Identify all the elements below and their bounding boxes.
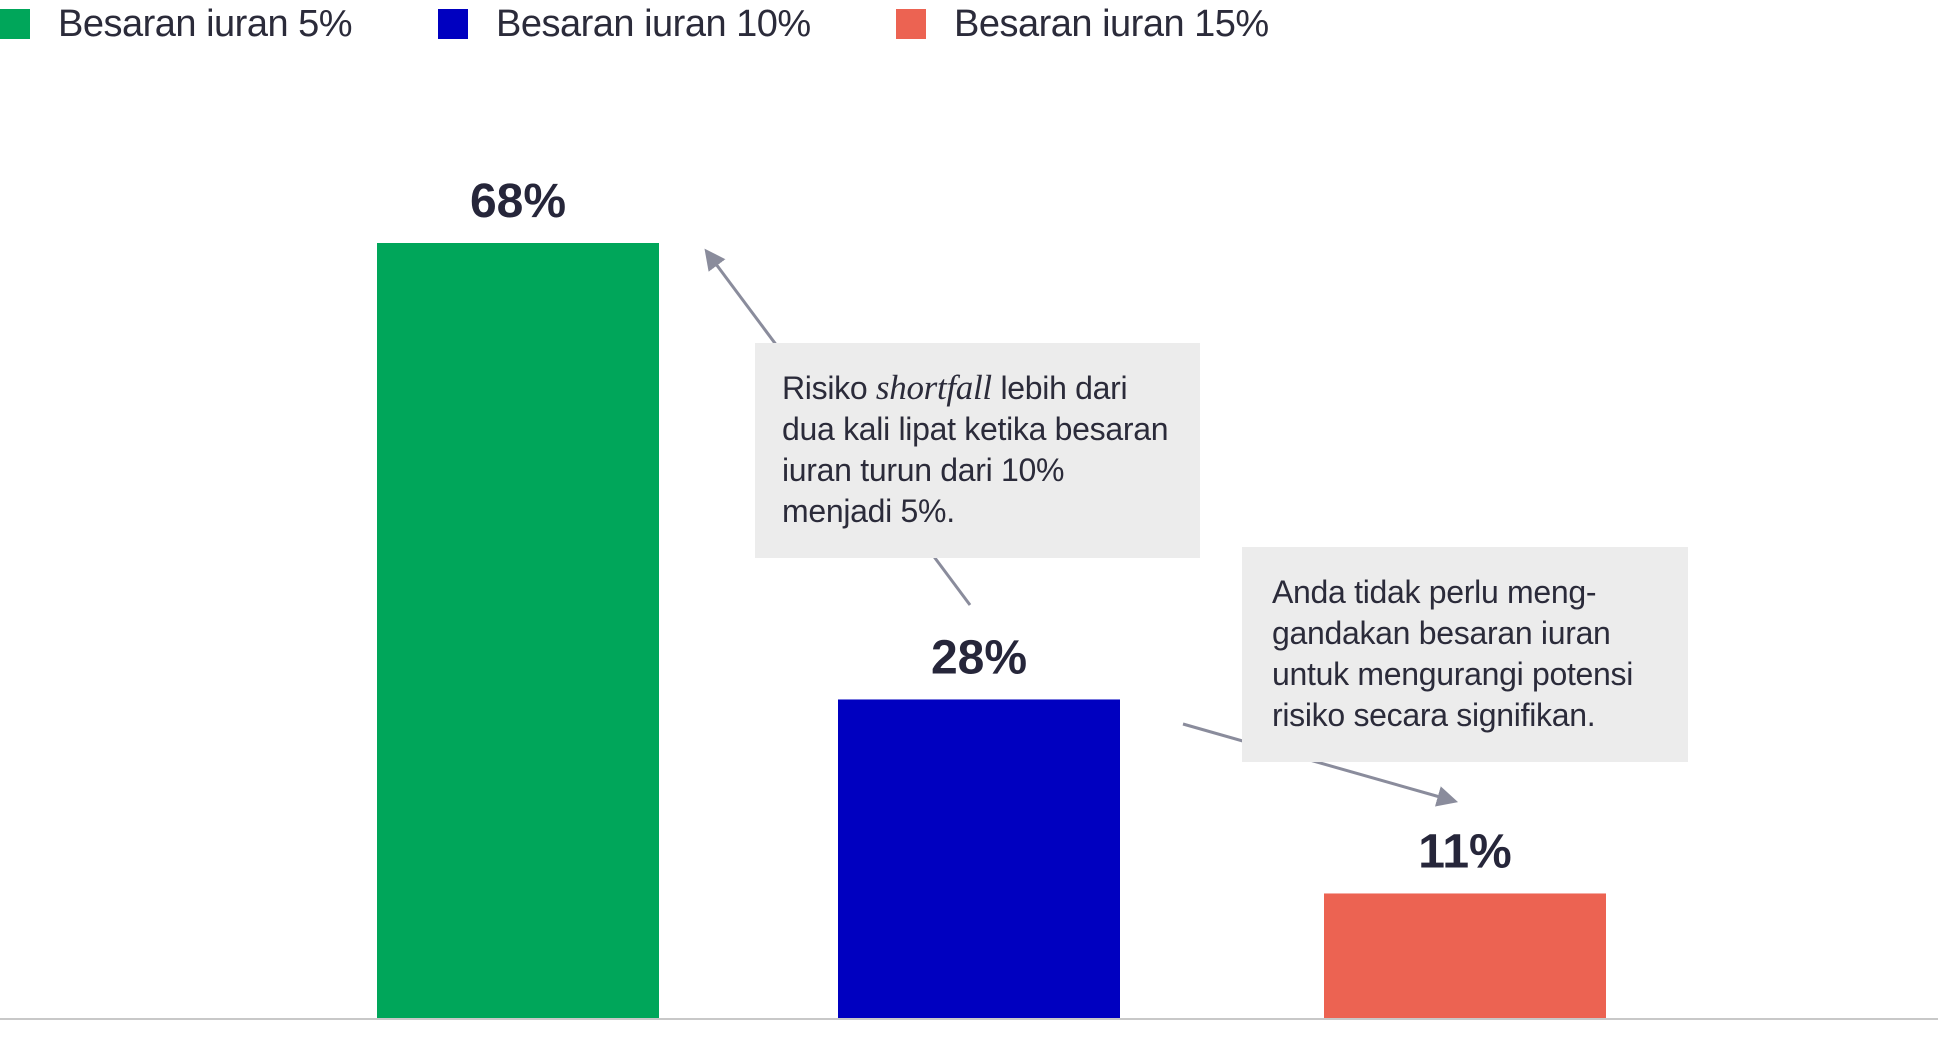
annotation-2-line-4: risiko secara signifikan.	[1272, 697, 1595, 733]
annotation-1-line-4: menjadi 5%.	[782, 493, 955, 529]
annotation-1-italic: shortfall	[876, 368, 992, 407]
bar-value-label-2: 28%	[931, 631, 1027, 684]
annotation-1-line-3: iuran turun dari 10%	[782, 452, 1064, 488]
bar-3	[1324, 893, 1606, 1019]
annotation-2-line-1: Anda tidak perlu meng-	[1272, 574, 1596, 610]
annotation-shortfall: Risiko shortfall lebih dari dua kali lip…	[755, 343, 1200, 558]
bar-value-label-3: 11%	[1418, 825, 1511, 878]
annotation-2-line-2: gandakan besaran iuran	[1272, 615, 1611, 651]
annotation-1-pre: Risiko	[782, 370, 876, 406]
bar-1	[377, 243, 659, 1019]
bar-value-label-1: 68%	[470, 175, 566, 228]
annotation-no-double: Anda tidak perlu meng- gandakan besaran …	[1242, 547, 1688, 762]
bar-2	[838, 699, 1120, 1019]
annotation-2-line-3: untuk mengurangi potensi	[1272, 656, 1633, 692]
annotation-1-line-2: dua kali lipat ketika besaran	[782, 411, 1168, 447]
annotation-1-line-1: lebih dari	[992, 370, 1127, 406]
